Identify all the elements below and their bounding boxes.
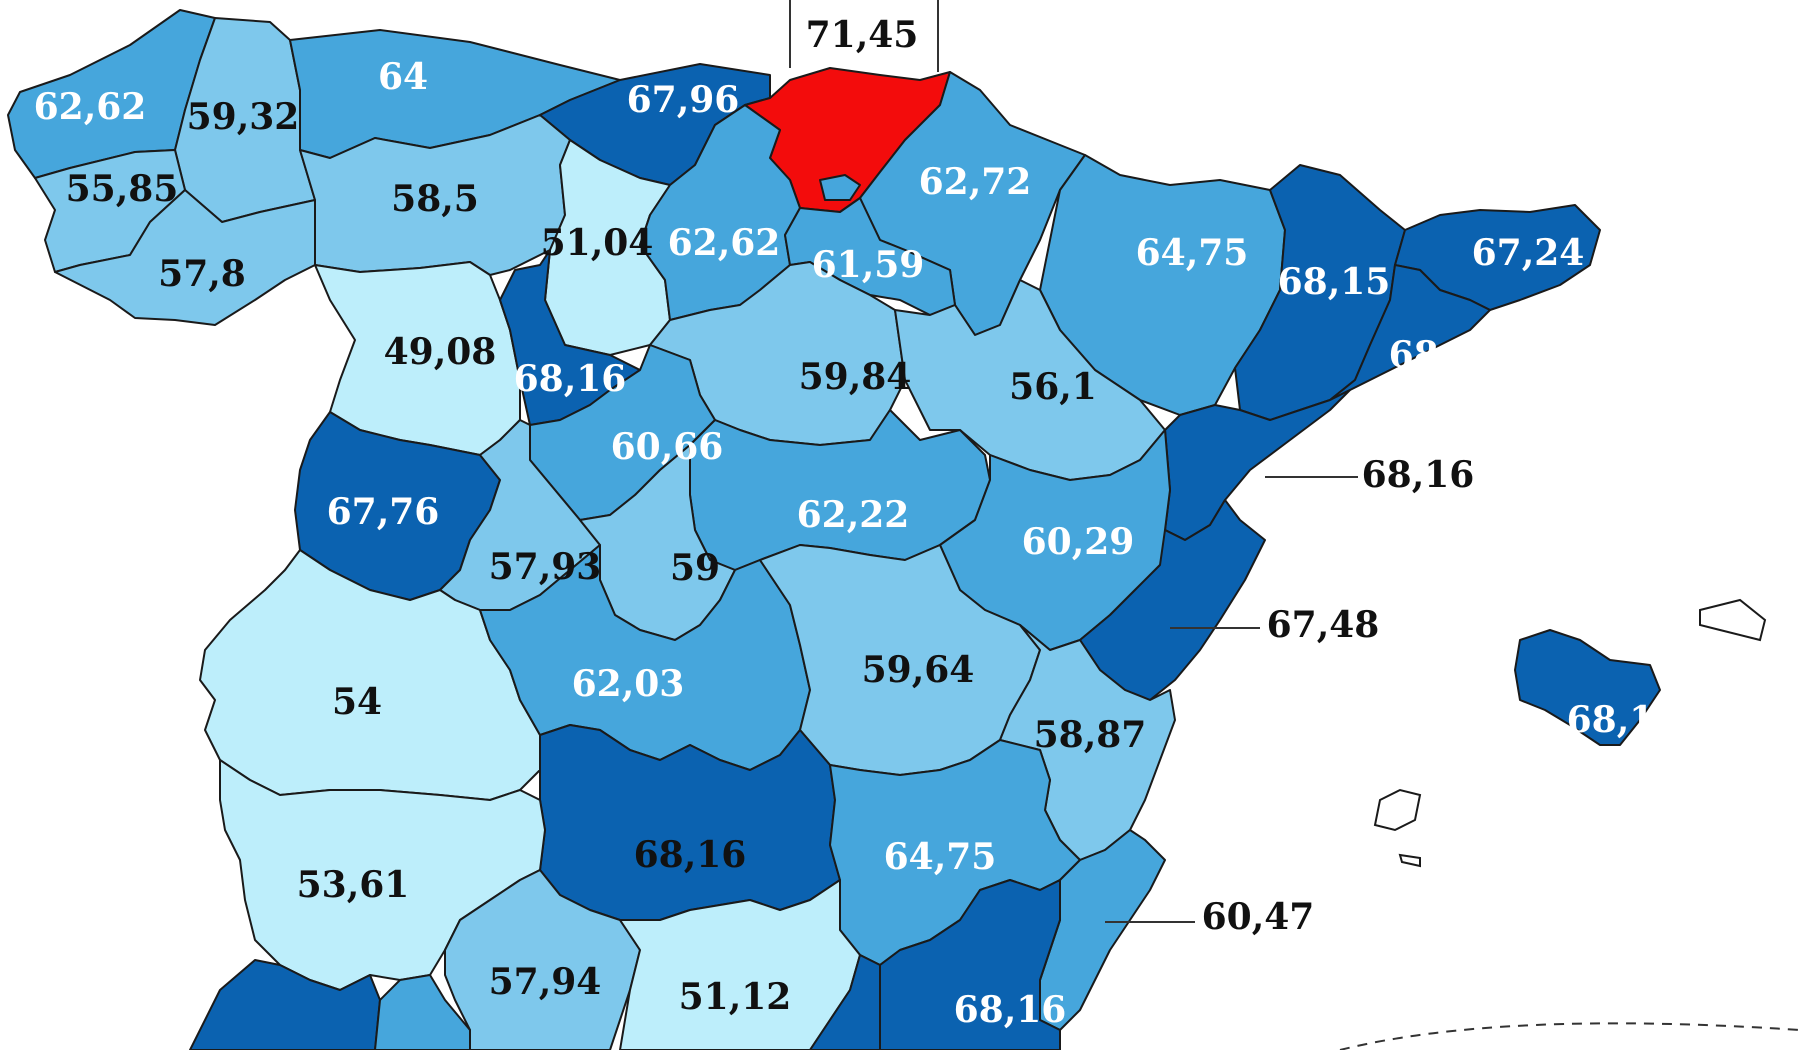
region-ciudad-real bbox=[539, 724, 841, 921]
province-value-label: 62,72 bbox=[919, 161, 1032, 203]
region-castellon bbox=[1079, 499, 1266, 701]
province-value-label: 60,47 bbox=[1202, 896, 1315, 938]
province-value-label: 64,75 bbox=[1136, 232, 1249, 274]
province-value-label: 58,87 bbox=[1034, 714, 1147, 756]
province-value-label: 67,96 bbox=[627, 79, 740, 121]
province-value-label: 62,22 bbox=[797, 494, 910, 536]
province-value-label: 61,59 bbox=[812, 244, 925, 286]
region-murcia bbox=[879, 879, 1061, 1051]
province-value-label: 59,84 bbox=[799, 356, 912, 398]
region-barcelona bbox=[1329, 264, 1491, 401]
region-jaen bbox=[619, 879, 861, 1051]
province-value-label: 62,03 bbox=[572, 663, 685, 705]
province-value-label: 55,85 bbox=[66, 168, 179, 210]
province-value-label: 57,94 bbox=[489, 961, 602, 1003]
province-value-label: 60,29 bbox=[1022, 521, 1135, 563]
province-value-label: 68,16 bbox=[514, 358, 627, 400]
province-value-label: 58,5 bbox=[391, 178, 479, 220]
province-value-label: 67,48 bbox=[1267, 604, 1380, 646]
island-ibiza bbox=[1373, 788, 1422, 832]
island-menorca bbox=[1699, 598, 1767, 642]
province-value-label: 68,16 bbox=[1389, 334, 1502, 376]
province-value-label: 68,16 bbox=[954, 989, 1067, 1031]
region-treviño bbox=[819, 174, 861, 201]
province-value-label: 68,15 bbox=[1278, 261, 1391, 303]
province-value-label: 64,75 bbox=[884, 836, 997, 878]
region-sevilla bbox=[374, 974, 471, 1051]
province-value-label: 62,62 bbox=[668, 222, 781, 264]
province-value-label: 67,76 bbox=[327, 491, 440, 533]
province-value-label: 59,64 bbox=[862, 649, 975, 691]
region-ourense bbox=[54, 189, 316, 326]
province-value-label: 51,12 bbox=[679, 976, 792, 1018]
island-formentera bbox=[1398, 853, 1421, 868]
province-value-label: 57,93 bbox=[489, 546, 602, 588]
region-mallorca bbox=[1514, 629, 1661, 746]
province-value-label: 59 bbox=[670, 547, 720, 589]
province-value-label: 49,08 bbox=[384, 331, 497, 373]
province-value-label: 57,8 bbox=[158, 253, 246, 295]
province-value-label: 68,16 bbox=[1567, 699, 1680, 741]
canary-inset-boundary bbox=[1339, 1022, 1800, 1051]
province-value-label: 56,1 bbox=[1009, 366, 1097, 408]
province-value-label: 68,16 bbox=[1362, 454, 1475, 496]
province-value-label: 67,24 bbox=[1472, 232, 1585, 274]
province-value-label: 54 bbox=[332, 681, 382, 723]
province-value-label: 51,04 bbox=[541, 222, 654, 264]
province-value-label: 62,62 bbox=[34, 86, 147, 128]
province-value-label: 71,45 bbox=[806, 14, 919, 56]
province-value-label: 64 bbox=[378, 56, 428, 98]
province-value-label: 53,61 bbox=[297, 864, 410, 906]
province-value-label: 68,16 bbox=[634, 834, 747, 876]
province-value-label: 60,66 bbox=[611, 426, 724, 468]
province-value-label: 59,32 bbox=[187, 96, 300, 138]
